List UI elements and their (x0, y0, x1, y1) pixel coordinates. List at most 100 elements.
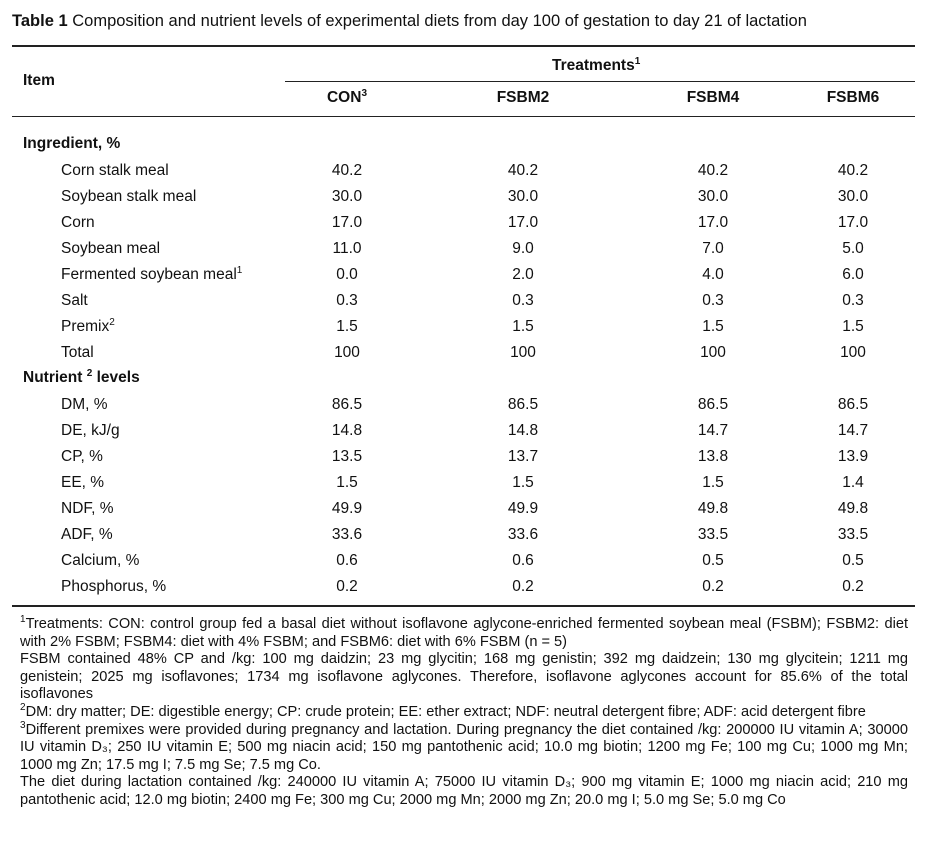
column-header-fsbm4: FSBM4 (686, 89, 740, 106)
cell-value: 9.0 (512, 240, 534, 257)
row-label: Corn (61, 214, 95, 231)
cell-value: 30.0 (697, 188, 729, 205)
row-label: DM, % (61, 396, 108, 413)
section-title-ingredient: Ingredient, % (23, 135, 121, 152)
cell-value: 40.2 (507, 162, 539, 179)
cell-value: 30.0 (837, 188, 869, 205)
cell-value: 86.5 (507, 396, 539, 413)
footnote-1: 1Treatments: CON: control group fed a ba… (20, 614, 908, 650)
cell-value: 30.0 (507, 188, 539, 205)
cell-value: 100 (334, 344, 360, 361)
row-label: Fermented soybean meal1 (61, 265, 243, 284)
cell-value: 100 (700, 344, 726, 361)
cell-value: 14.8 (507, 422, 539, 439)
footnote-3-continued: The diet during lactation contained /kg:… (20, 774, 908, 808)
header-bottom-rule (12, 116, 915, 117)
cell-value: 6.0 (842, 266, 864, 283)
row-label: Total (61, 344, 94, 361)
row-label: Premix2 (61, 317, 115, 336)
cell-value: 33.5 (697, 526, 729, 543)
cell-value: 5.0 (842, 240, 864, 257)
cell-value: 0.2 (336, 578, 358, 595)
cell-value: 1.5 (702, 318, 724, 335)
footnote-3: 3Different premixes were provided during… (20, 719, 908, 773)
cell-value: 100 (510, 344, 536, 361)
column-header-con: CON3 (326, 88, 367, 107)
cell-value: 17.0 (331, 214, 363, 231)
cell-value: 40.2 (837, 162, 869, 179)
cell-value: 0.0 (336, 266, 358, 283)
cell-value: 1.5 (842, 318, 864, 335)
cell-value: 14.7 (697, 422, 729, 439)
cell-value: 14.7 (837, 422, 869, 439)
cell-value: 49.9 (507, 500, 539, 517)
column-header-fsbm2: FSBM2 (496, 89, 550, 106)
table-caption: Table 1 Composition and nutrient levels … (12, 12, 807, 31)
cell-value: 0.2 (702, 578, 724, 595)
cell-value: 33.6 (507, 526, 539, 543)
cell-value: 33.6 (331, 526, 363, 543)
cell-value: 17.0 (507, 214, 539, 231)
top-rule (12, 45, 915, 47)
cell-value: 30.0 (331, 188, 363, 205)
row-label: CP, % (61, 448, 103, 465)
row-label: Phosphorus, % (61, 578, 167, 595)
cell-value: 49.8 (697, 500, 729, 517)
cell-value: 49.8 (837, 500, 869, 517)
cell-value: 86.5 (837, 396, 869, 413)
cell-value: 17.0 (697, 214, 729, 231)
cell-value: 86.5 (331, 396, 363, 413)
caption-text: Composition and nutrient levels of exper… (72, 12, 807, 30)
row-label: Soybean stalk meal (61, 188, 197, 205)
row-label: Calcium, % (61, 552, 140, 569)
cell-value: 2.0 (512, 266, 534, 283)
cell-value: 100 (840, 344, 866, 361)
cell-value: 11.0 (332, 240, 362, 257)
cell-value: 0.2 (842, 578, 864, 595)
cell-value: 7.0 (702, 240, 724, 257)
cell-value: 0.3 (336, 292, 358, 309)
cell-value: 33.5 (837, 526, 869, 543)
cell-value: 13.5 (331, 448, 363, 465)
cell-value: 13.8 (697, 448, 729, 465)
cell-value: 1.4 (842, 474, 864, 491)
cell-value: 40.2 (331, 162, 363, 179)
row-label: Soybean meal (61, 240, 161, 257)
row-label: EE, % (61, 474, 105, 491)
row-label: ADF, % (61, 526, 113, 543)
cell-value: 17.0 (837, 214, 869, 231)
caption-label: Table 1 (12, 12, 68, 30)
footnote-1-continued: FSBM contained 48% CP and /kg: 100 mg da… (20, 651, 908, 703)
cell-value: 1.5 (512, 318, 534, 335)
treatments-rule (285, 81, 915, 82)
row-label: NDF, % (61, 500, 114, 517)
cell-value: 40.2 (697, 162, 729, 179)
cell-value: 0.6 (336, 552, 358, 569)
cell-value: 1.5 (512, 474, 534, 491)
cell-value: 13.7 (507, 448, 539, 465)
section-title-nutrient: Nutrient 2 levels (23, 368, 140, 387)
cell-value: 0.3 (512, 292, 534, 309)
cell-value: 0.3 (842, 292, 864, 309)
cell-value: 0.6 (512, 552, 534, 569)
cell-value: 4.0 (702, 266, 724, 283)
cell-value: 0.2 (512, 578, 534, 595)
cell-value: 14.8 (331, 422, 363, 439)
header-treatments: Treatments1 (552, 56, 641, 75)
cell-value: 13.9 (837, 448, 869, 465)
table-footnotes: 1Treatments: CON: control group fed a ba… (20, 614, 908, 810)
column-header-fsbm6: FSBM6 (826, 89, 880, 106)
row-label: DE, kJ/g (61, 422, 120, 439)
cell-value: 0.3 (702, 292, 724, 309)
cell-value: 0.5 (842, 552, 864, 569)
row-label: Salt (61, 292, 88, 309)
footnote-2: 2DM: dry matter; DE: digestible energy; … (20, 701, 866, 720)
cell-value: 1.5 (336, 474, 358, 491)
bottom-rule (12, 605, 915, 607)
cell-value: 1.5 (702, 474, 724, 491)
header-item: Item (23, 72, 55, 89)
row-label: Corn stalk meal (61, 162, 169, 179)
cell-value: 1.5 (336, 318, 358, 335)
cell-value: 0.5 (702, 552, 724, 569)
